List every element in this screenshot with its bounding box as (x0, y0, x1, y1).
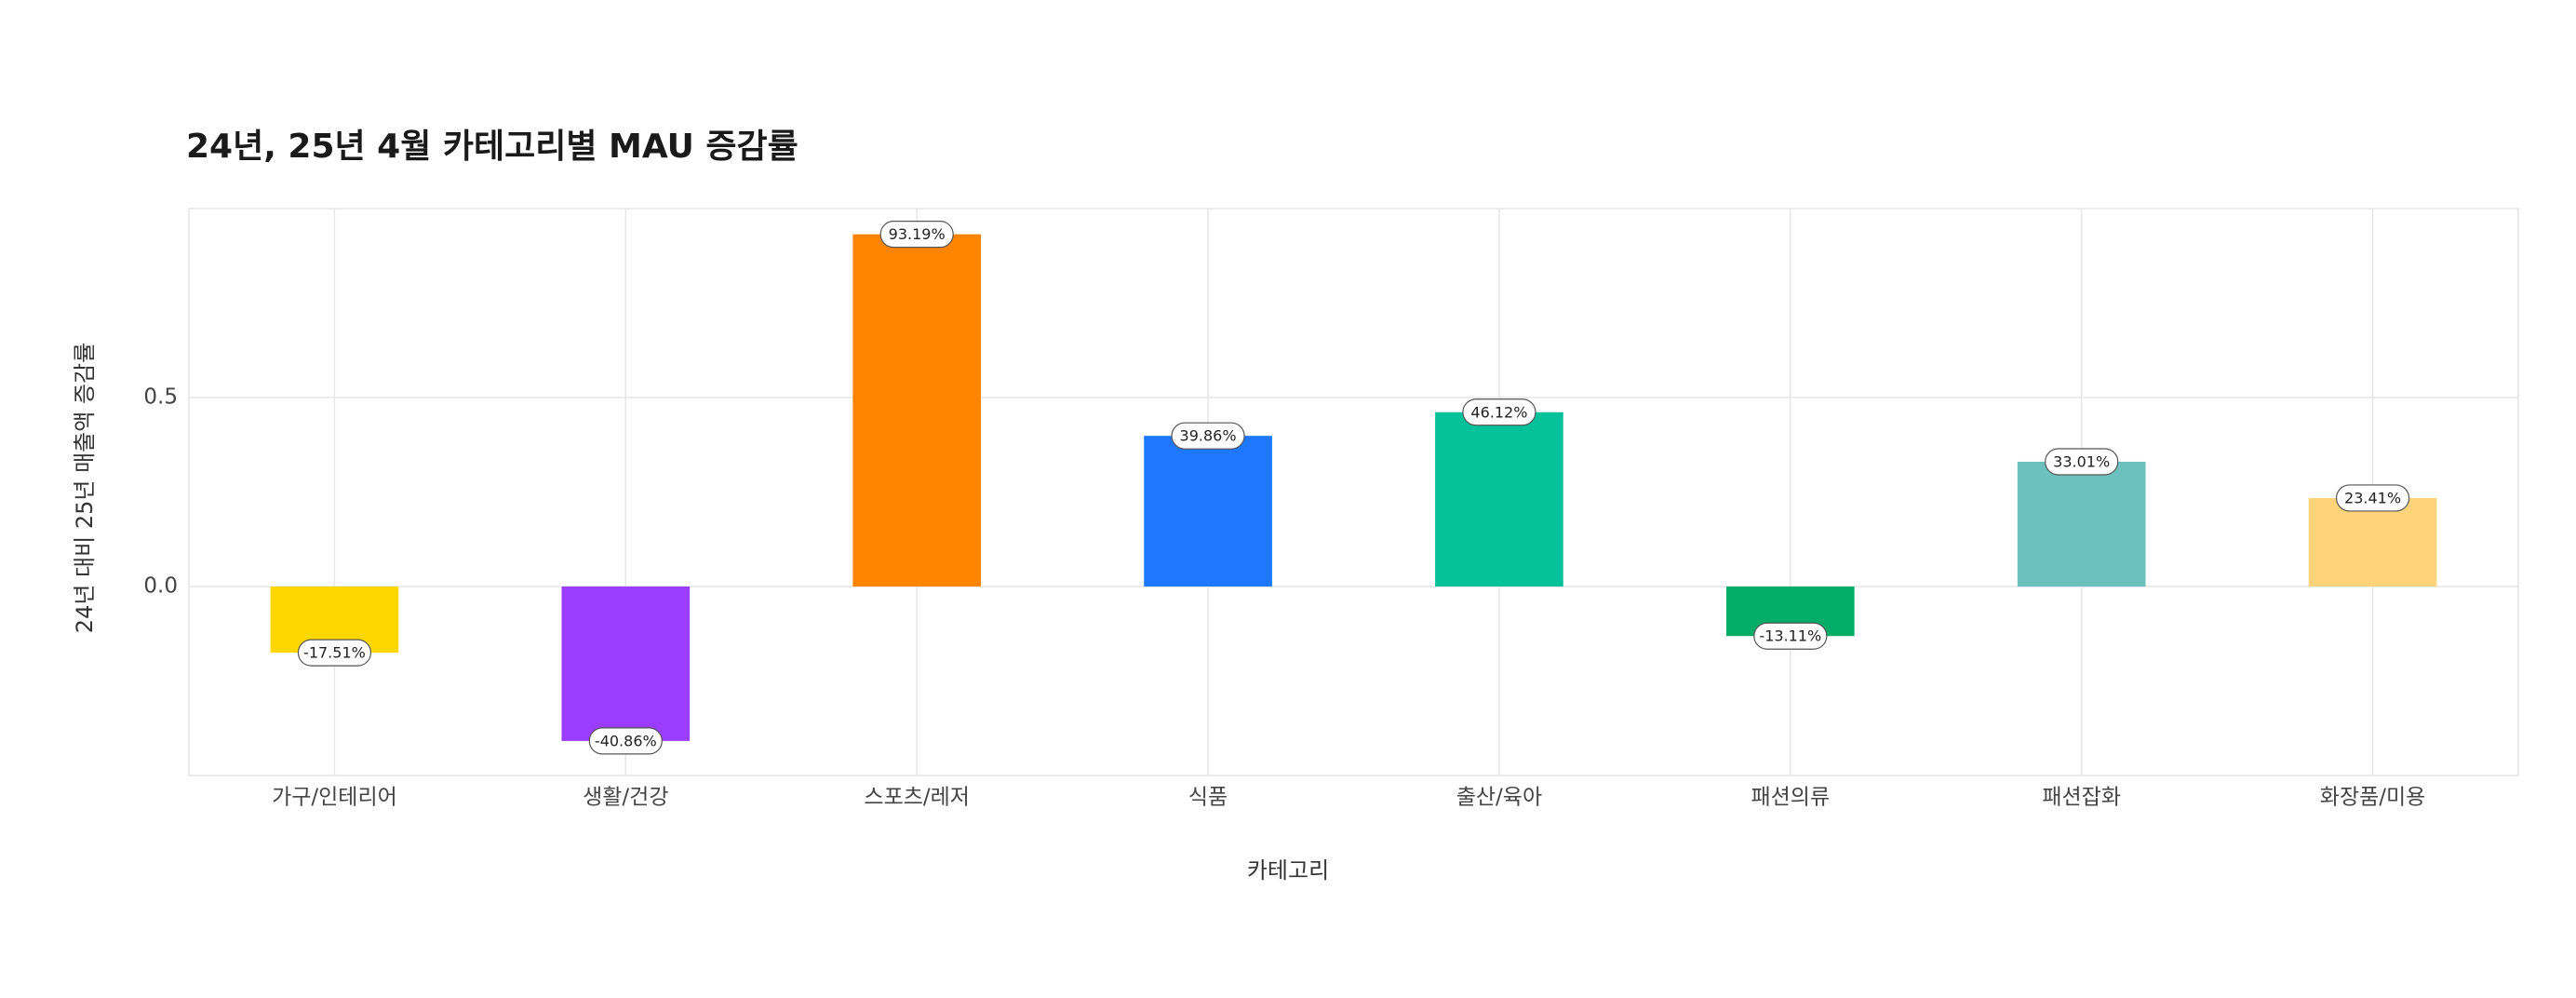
x-tick-label: 스포츠/레저 (864, 786, 970, 810)
bar (1435, 411, 1563, 587)
value-label-box (1462, 398, 1536, 426)
value-label: -13.11% (1759, 627, 1821, 645)
value-label: 33.01% (2053, 452, 2110, 470)
x-tick-label: 생활/건강 (583, 786, 668, 810)
bar (852, 234, 982, 587)
value-label-box (2045, 448, 2119, 476)
x-tick-label: 식품 (1188, 786, 1228, 810)
x-tick-label: 가구/인테리어 (272, 786, 397, 810)
value-label-box (2335, 484, 2410, 512)
value-label-box (1171, 422, 1245, 450)
x-axis-title: 카테고리 (1247, 857, 1329, 883)
value-label-box (1753, 622, 1828, 650)
value-label: 46.12% (1470, 403, 1527, 421)
y-tick-label: 0.0 (143, 574, 178, 599)
bar (2308, 497, 2437, 587)
value-label: -40.86% (595, 732, 657, 749)
value-label: -17.51% (303, 644, 366, 662)
value-label-box (879, 221, 954, 249)
x-tick-label: 패션의류 (1751, 786, 1830, 810)
y-axis-title: 24년 대비 25년 매출액 증감률 (72, 343, 98, 633)
value-label-box (588, 727, 663, 755)
plot-frame (188, 208, 2519, 776)
value-label: 23.41% (2344, 489, 2401, 506)
value-label: 39.86% (1180, 427, 1237, 445)
value-label: 93.19% (889, 225, 946, 243)
chart-title: 24년, 25년 4월 카테고리별 MAU 증감률 (186, 128, 798, 166)
bar (2017, 461, 2146, 587)
value-label-box (297, 639, 372, 667)
x-tick-label: 화장품/미용 (2320, 786, 2426, 810)
bar (1144, 436, 1272, 587)
x-tick-label: 패션잡화 (2042, 786, 2121, 810)
x-tick-label: 출산/육아 (1456, 786, 1542, 810)
y-tick-label: 0.5 (143, 385, 178, 410)
bar (561, 587, 691, 741)
